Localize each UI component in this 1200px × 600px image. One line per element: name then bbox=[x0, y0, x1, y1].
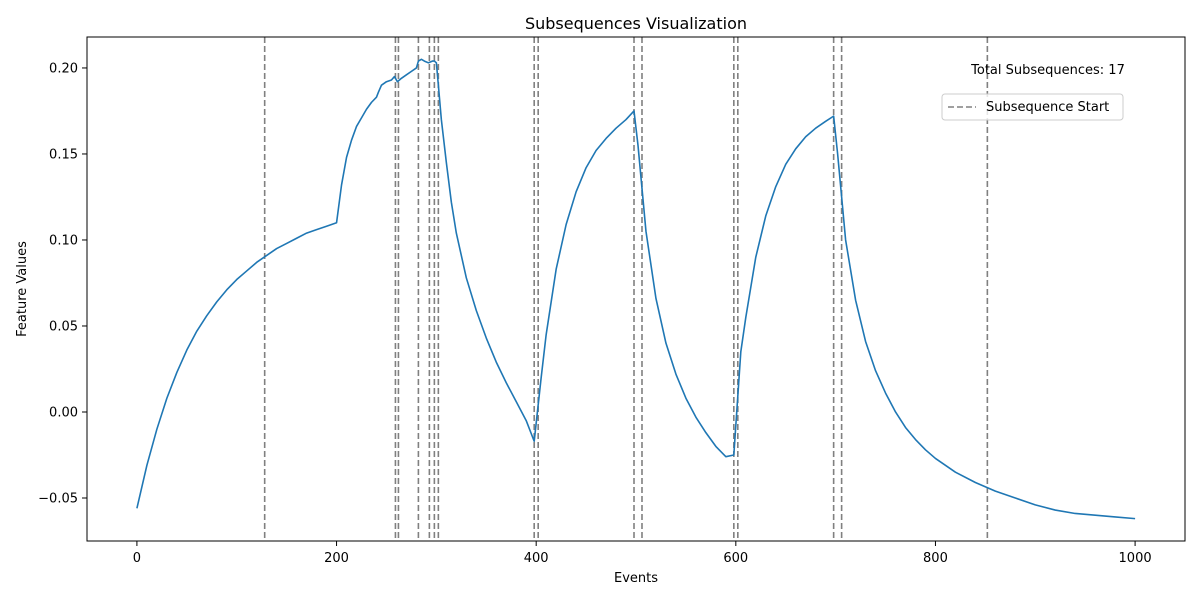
y-tick-label: 0.05 bbox=[49, 319, 78, 334]
y-tick-label: 0.00 bbox=[49, 405, 78, 420]
y-tick-label: −0.05 bbox=[38, 491, 78, 506]
y-axis: −0.05 0.00 0.05 0.10 0.15 0.20 bbox=[38, 61, 87, 506]
y-tick-label: 0.15 bbox=[49, 147, 78, 162]
legend: Subsequence Start bbox=[941, 93, 1124, 121]
plot-area bbox=[86, 36, 1186, 542]
y-tick-label: 0.20 bbox=[49, 61, 78, 76]
y-axis-label: Feature Values bbox=[15, 241, 30, 337]
x-tick-label: 0 bbox=[133, 551, 141, 566]
x-axis: 0 200 400 600 800 1000 bbox=[133, 541, 1152, 566]
x-tick-label: 600 bbox=[723, 551, 748, 566]
plot-frame bbox=[86, 36, 1186, 542]
y-tick-label: 0.10 bbox=[49, 233, 78, 248]
x-tick-label: 800 bbox=[923, 551, 948, 566]
legend-entry-subsequence-start: Subsequence Start bbox=[986, 100, 1109, 115]
legend-box bbox=[941, 93, 1124, 121]
chart-title: Subsequences Visualization bbox=[525, 14, 747, 33]
total-subsequences-annotation: Total Subsequences: 17 bbox=[970, 63, 1125, 78]
x-axis-label: Events bbox=[614, 571, 658, 586]
subsequence-start-lines bbox=[263, 37, 989, 541]
x-tick-label: 400 bbox=[524, 551, 549, 566]
x-tick-label: 200 bbox=[324, 551, 349, 566]
x-tick-label: 1000 bbox=[1119, 551, 1152, 566]
series-line bbox=[136, 58, 1136, 520]
